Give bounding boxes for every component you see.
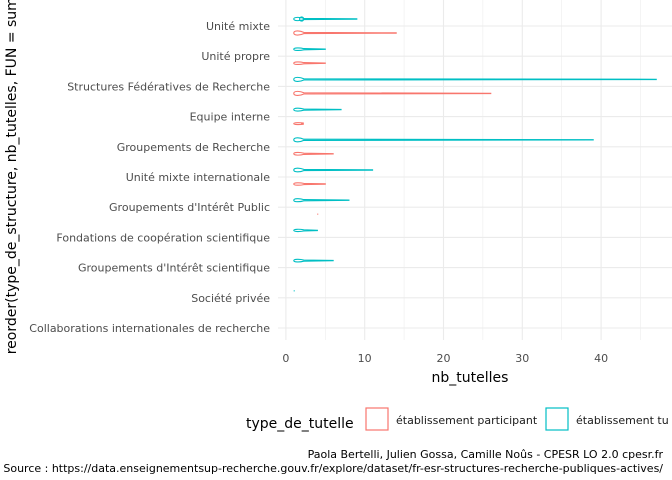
violin-mark xyxy=(293,76,657,82)
y-tick-label: Structures Fédératives de Recherche xyxy=(67,80,270,93)
median-point xyxy=(299,16,305,22)
y-tick-label: Groupements d'Intérêt Public xyxy=(109,201,270,214)
legend-label-tutelle: établissement tu xyxy=(576,414,669,427)
violin-mark xyxy=(293,30,397,36)
x-tick-labels: 0 10 20 30 40 xyxy=(282,352,608,365)
x-tick-label: 20 xyxy=(436,352,450,365)
y-tick-label: Unité mixte xyxy=(206,20,270,33)
x-tick-label: 10 xyxy=(358,352,372,365)
legend-label-participant: établissement participant xyxy=(396,414,538,427)
violin-mark xyxy=(293,182,326,186)
y-tick-label: Société privée xyxy=(191,292,270,305)
y-tick-label: Equipe interne xyxy=(190,111,271,124)
x-axis-title: nb_tutelles xyxy=(432,370,509,386)
violin-mark xyxy=(293,258,334,263)
x-tick-label: 30 xyxy=(515,352,529,365)
grid-lines xyxy=(278,0,672,340)
y-tick-labels: Unité mixte Unité propre Structures Fédéra… xyxy=(29,20,270,335)
legend-key-participant xyxy=(365,407,389,431)
y-tick-label: Collaborations internationales de recher… xyxy=(29,322,270,335)
chart-marks xyxy=(293,16,657,292)
violin-mark xyxy=(293,47,326,51)
violin-mark xyxy=(293,90,492,96)
legend: type_de_tutelle établissement participan… xyxy=(246,407,669,432)
violin-mark xyxy=(293,167,374,173)
legend-key-tutelle xyxy=(545,407,569,431)
y-axis-title: reorder(type_de_structure, nb_tutelles, … xyxy=(4,0,20,354)
y-tick-label: Unité propre xyxy=(201,50,270,63)
violin-mark xyxy=(293,198,350,203)
y-tick-label: Fondations de coopération scientifique xyxy=(56,231,270,244)
violin-mark xyxy=(293,122,304,126)
violin-mark xyxy=(293,107,342,112)
y-tick-label: Groupements de Recherche xyxy=(117,141,271,154)
x-tick-label: 40 xyxy=(594,352,608,365)
y-tick-label: Groupements d'Intérêt scientifique xyxy=(78,262,270,275)
legend-title: type_de_tutelle xyxy=(246,416,354,432)
caption-source: Source : https://data.enseignementsup-re… xyxy=(3,462,663,475)
violin-mark xyxy=(293,61,326,65)
y-tick-label: Unité mixte internationale xyxy=(126,171,271,184)
violin-mark xyxy=(293,137,594,143)
caption-credits: Paola Bertelli, Julien Gossa, Camille No… xyxy=(308,448,664,461)
x-tick-label: 0 xyxy=(282,352,289,365)
violin-mark xyxy=(293,16,358,22)
violin-mark xyxy=(293,151,334,156)
violin-mark xyxy=(293,228,318,233)
